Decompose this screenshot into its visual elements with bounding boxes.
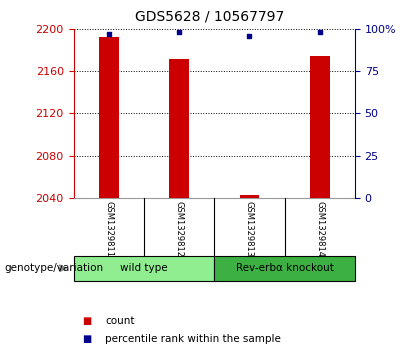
FancyBboxPatch shape (214, 256, 355, 281)
Text: genotype/variation: genotype/variation (4, 263, 103, 273)
Text: ■: ■ (82, 334, 91, 344)
Bar (99, 37, 118, 198)
Point (316, 29, 323, 35)
Point (105, 31, 112, 37)
Bar (239, 195, 259, 198)
Text: GSM1329812: GSM1329812 (175, 201, 184, 257)
Bar (310, 57, 330, 198)
Text: GSM1329814: GSM1329814 (315, 201, 324, 257)
Point (176, 29, 182, 35)
Bar (169, 58, 189, 198)
Text: Rev-erbα knockout: Rev-erbα knockout (236, 263, 333, 273)
Text: GDS5628 / 10567797: GDS5628 / 10567797 (135, 9, 285, 23)
Text: percentile rank within the sample: percentile rank within the sample (105, 334, 281, 344)
Text: count: count (105, 316, 134, 326)
Text: GSM1329811: GSM1329811 (104, 201, 113, 257)
Text: GSM1329813: GSM1329813 (245, 201, 254, 257)
Text: ■: ■ (82, 316, 91, 326)
Text: wild type: wild type (120, 263, 168, 273)
Point (246, 33, 253, 39)
FancyBboxPatch shape (74, 256, 214, 281)
